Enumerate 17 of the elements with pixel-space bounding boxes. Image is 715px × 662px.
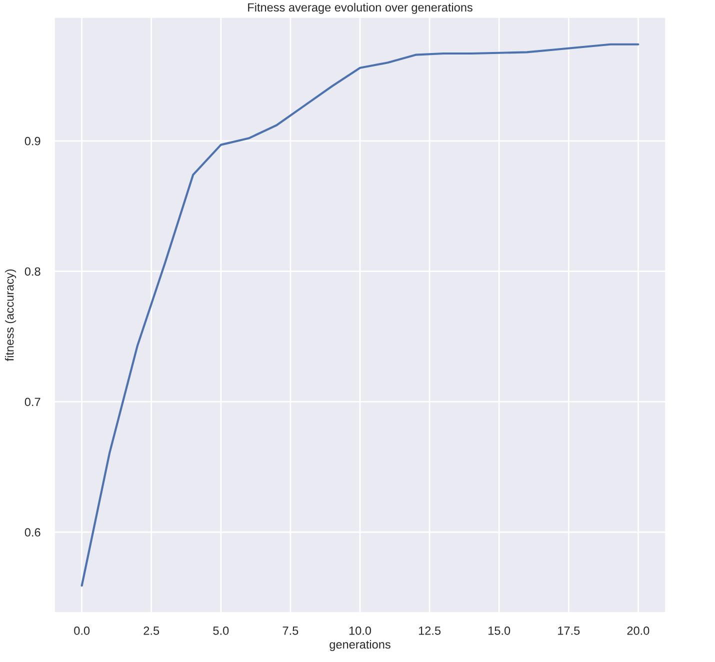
x-axis-title: generations	[330, 640, 390, 651]
x-tick-label: 2.5	[144, 626, 160, 635]
x-tick-label: 5.0	[213, 626, 229, 635]
y-tick-label: 0.6	[24, 528, 40, 537]
x-tick-label: 17.5	[558, 626, 580, 635]
chart-title: Fitness average evolution over generations	[248, 2, 472, 14]
line-series	[80, 43, 640, 587]
y-tick-label: 0.8	[24, 267, 40, 276]
x-tick-label: 12.5	[418, 626, 441, 635]
y-tick-label: 0.7	[24, 398, 40, 406]
x-tick-label: 10.0	[349, 626, 372, 635]
x-tick-label: 15.0	[488, 626, 510, 635]
x-tick-label: 7.5	[282, 626, 298, 635]
x-tick-label: 0.0	[74, 626, 90, 635]
y-axis-title: fitness (accuracy)	[5, 269, 16, 362]
x-tick-label: 20.0	[627, 626, 650, 635]
y-tick-label: 0.9	[24, 136, 40, 146]
